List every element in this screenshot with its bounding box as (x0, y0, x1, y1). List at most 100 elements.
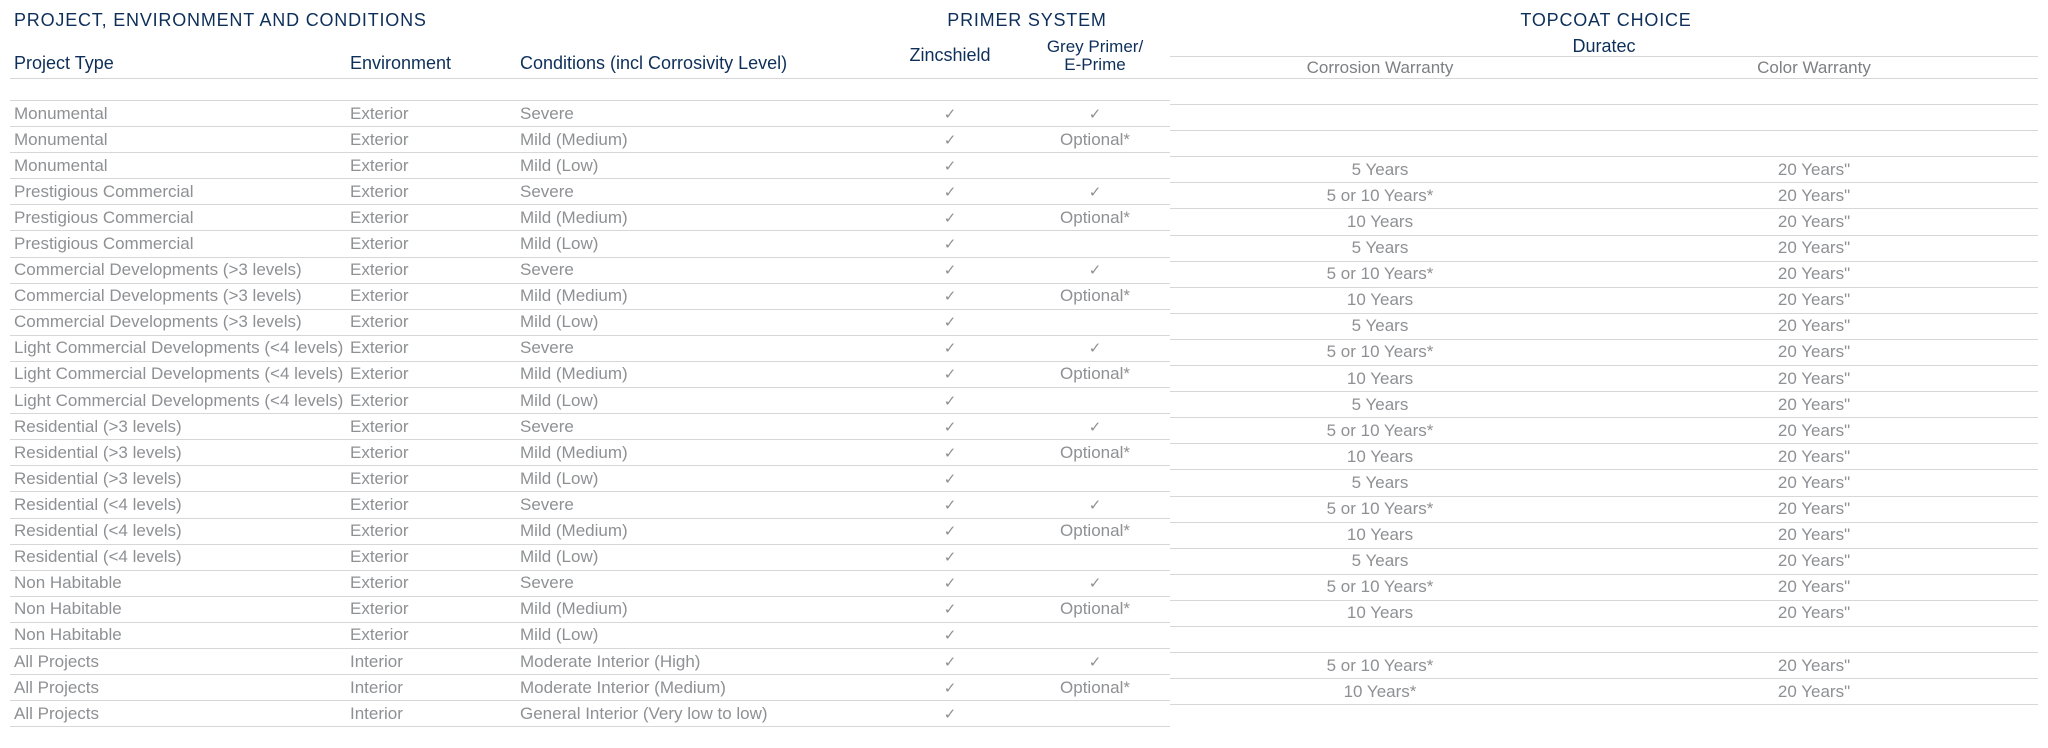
table-row: ✓✓ (880, 571, 1170, 597)
cell-zincshield: ✓ (880, 312, 1020, 332)
warranty-table: PROJECT, ENVIRONMENT AND CONDITIONS Proj… (0, 0, 2048, 737)
cell-grey-primer: ✓ (1020, 495, 1170, 515)
cell-conditions: Mild (Low) (520, 547, 876, 567)
cell-conditions: Severe (520, 260, 876, 280)
check-icon: ✓ (944, 523, 957, 540)
cell-zincshield: ✓ (880, 208, 1020, 228)
cell-corrosion-warranty: 10 Years (1170, 447, 1590, 467)
table-row: All ProjectsInteriorModerate Interior (M… (10, 675, 880, 701)
cell-color-warranty: 20 Years" (1590, 186, 2038, 206)
cell-conditions: Mild (Low) (520, 469, 876, 489)
cell-color-warranty: 20 Years" (1590, 342, 2038, 362)
cell-environment: Exterior (350, 104, 520, 124)
table-row: Residential (>3 levels)ExteriorMild (Low… (10, 466, 880, 492)
cell-color-warranty: 20 Years" (1590, 160, 2038, 180)
check-icon: ✓ (944, 549, 957, 566)
cell-conditions: Severe (520, 182, 876, 202)
cell-project-type: Residential (<4 levels) (10, 521, 350, 541)
cell-corrosion-warranty: 5 or 10 Years* (1170, 186, 1590, 206)
table-row: 5 or 10 Years*20 Years" (1170, 653, 2038, 679)
cell-conditions: General Interior (Very low to low) (520, 704, 876, 724)
check-icon: ✓ (944, 132, 957, 149)
table-row: Residential (>3 levels)ExteriorSevere (10, 414, 880, 440)
cell-corrosion-warranty: 10 Years (1170, 212, 1590, 232)
table-row: ✓ (880, 310, 1170, 336)
cell-environment: Exterior (350, 208, 520, 228)
cell-environment: Exterior (350, 391, 520, 411)
cell-zincshield: ✓ (880, 260, 1020, 280)
table-row: Prestigious CommercialExteriorSevere (10, 179, 880, 205)
table-row: ✓✓ (880, 492, 1170, 518)
cell-project-type: Residential (>3 levels) (10, 443, 350, 463)
table-row: 10 Years20 Years" (1170, 288, 2038, 314)
cell-zincshield: ✓ (880, 625, 1020, 645)
cell-corrosion-warranty: 5 Years (1170, 316, 1590, 336)
table-row: ✓Optional* (880, 284, 1170, 310)
table-row: ✓ (880, 701, 1170, 727)
cell-conditions: Mild (Low) (520, 156, 876, 176)
cell-conditions: Mild (Medium) (520, 443, 876, 463)
cell-conditions: Moderate Interior (High) (520, 652, 876, 672)
table-row: Light Commercial Developments (<4 levels… (10, 388, 880, 414)
table-row: 10 Years20 Years" (1170, 444, 2038, 470)
cell-conditions: Severe (520, 104, 876, 124)
table-row: 10 Years20 Years" (1170, 601, 2038, 627)
cell-corrosion-warranty: 5 Years (1170, 551, 1590, 571)
cell-conditions: Mild (Medium) (520, 521, 876, 541)
table-row: 5 or 10 Years*20 Years" (1170, 575, 2038, 601)
header-color-warranty: Color Warranty (1590, 58, 2038, 78)
cell-project-type: Light Commercial Developments (<4 levels… (10, 338, 350, 358)
cell-corrosion-warranty: 5 Years (1170, 473, 1590, 493)
check-icon: ✓ (944, 340, 957, 357)
group-title-topcoat: TOPCOAT CHOICE (1170, 6, 2038, 37)
cell-environment: Exterior (350, 182, 520, 202)
cell-environment: Exterior (350, 417, 520, 437)
header-grey-primer-l2: E-Prime (1020, 56, 1170, 74)
cell-zincshield: ✓ (880, 338, 1020, 358)
cell-zincshield: ✓ (880, 417, 1020, 437)
cell-zincshield: ✓ (880, 391, 1020, 411)
cell-color-warranty: 20 Years" (1590, 603, 2038, 623)
check-icon: ✓ (944, 210, 957, 227)
cell-project-type: Prestigious Commercial (10, 234, 350, 254)
table-row: 5 Years20 Years" (1170, 236, 2038, 262)
cell-zincshield: ✓ (880, 443, 1020, 463)
cell-conditions: Mild (Medium) (520, 599, 876, 619)
table-row: ✓ (880, 545, 1170, 571)
table-row (1170, 627, 2038, 653)
check-icon: ✓ (944, 627, 957, 644)
cell-project-type: Light Commercial Developments (<4 levels… (10, 364, 350, 384)
table-row: ✓ (880, 388, 1170, 414)
cell-zincshield: ✓ (880, 469, 1020, 489)
cell-project-type: Non Habitable (10, 573, 350, 593)
cell-color-warranty: 20 Years" (1590, 212, 2038, 232)
cell-project-type: All Projects (10, 652, 350, 672)
cell-grey-primer: ✓ (1020, 260, 1170, 280)
check-icon: ✓ (944, 288, 957, 305)
cell-color-warranty: 20 Years" (1590, 499, 2038, 519)
cell-zincshield: ✓ (880, 182, 1020, 202)
table-row: 5 or 10 Years*20 Years" (1170, 418, 2038, 444)
check-icon: ✓ (944, 601, 957, 618)
cell-zincshield: ✓ (880, 286, 1020, 306)
cell-color-warranty: 20 Years" (1590, 525, 2038, 545)
cell-grey-primer: Optional* (1020, 678, 1170, 698)
table-row: ✓Optional* (880, 127, 1170, 153)
cell-conditions: Severe (520, 495, 876, 515)
cell-color-warranty: 20 Years" (1590, 264, 2038, 284)
cell-color-warranty: 20 Years" (1590, 656, 2038, 676)
table-row (1170, 79, 2038, 105)
cell-grey-primer: Optional* (1020, 364, 1170, 384)
table-row (1170, 105, 2038, 131)
check-icon: ✓ (1089, 419, 1102, 436)
table-row: Residential (<4 levels)ExteriorMild (Low… (10, 545, 880, 571)
cell-environment: Exterior (350, 495, 520, 515)
cell-grey-primer: ✓ (1020, 417, 1170, 437)
cell-color-warranty: 20 Years" (1590, 421, 2038, 441)
table-row: 10 Years*20 Years" (1170, 679, 2038, 705)
table-row: 5 or 10 Years*20 Years" (1170, 497, 2038, 523)
cell-project-type: Prestigious Commercial (10, 208, 350, 228)
table-row: Commercial Developments (>3 levels)Exter… (10, 258, 880, 284)
group-title-pec: PROJECT, ENVIRONMENT AND CONDITIONS (10, 6, 880, 37)
cell-color-warranty: 20 Years" (1590, 290, 2038, 310)
